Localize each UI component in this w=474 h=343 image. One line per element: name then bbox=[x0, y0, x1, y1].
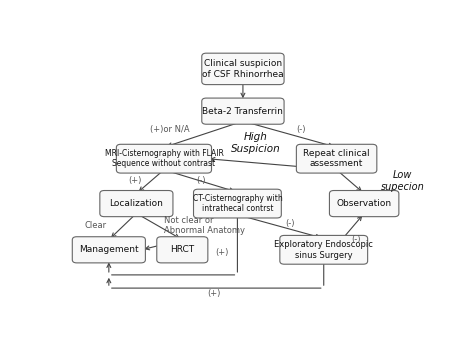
Text: HRCT: HRCT bbox=[170, 245, 194, 254]
Text: Not clear or
Abnormal Anatomy: Not clear or Abnormal Anatomy bbox=[164, 216, 245, 235]
FancyBboxPatch shape bbox=[193, 189, 281, 218]
Text: Beta-2 Transferrin: Beta-2 Transferrin bbox=[202, 107, 283, 116]
Text: Clinical suspicion
of CSF Rhinorrhea: Clinical suspicion of CSF Rhinorrhea bbox=[202, 59, 284, 79]
Text: Observation: Observation bbox=[337, 199, 392, 208]
FancyBboxPatch shape bbox=[100, 190, 173, 217]
FancyBboxPatch shape bbox=[202, 53, 284, 85]
Text: (-): (-) bbox=[296, 125, 306, 134]
Text: (+): (+) bbox=[215, 248, 228, 257]
FancyBboxPatch shape bbox=[296, 144, 377, 173]
FancyBboxPatch shape bbox=[157, 237, 208, 263]
Text: (+)or N/A: (+)or N/A bbox=[150, 125, 190, 134]
Text: Exploratory Endoscopic
sinus Surgery: Exploratory Endoscopic sinus Surgery bbox=[274, 240, 373, 260]
Text: (-): (-) bbox=[285, 219, 295, 228]
Text: MRI-Cisternography with FLAIR
Sequence without contrast: MRI-Cisternography with FLAIR Sequence w… bbox=[104, 149, 223, 168]
Text: Clear: Clear bbox=[85, 221, 107, 230]
FancyBboxPatch shape bbox=[202, 98, 284, 124]
FancyBboxPatch shape bbox=[73, 237, 146, 263]
Text: Low
supecion: Low supecion bbox=[381, 170, 425, 192]
Text: (+): (+) bbox=[207, 289, 220, 298]
FancyBboxPatch shape bbox=[329, 190, 399, 217]
Text: Repeat clinical
assessment: Repeat clinical assessment bbox=[303, 149, 370, 168]
Text: (+): (+) bbox=[128, 176, 142, 185]
Text: High
Suspicion: High Suspicion bbox=[231, 132, 281, 154]
Text: Localization: Localization bbox=[109, 199, 164, 208]
Text: (-): (-) bbox=[351, 235, 361, 244]
Text: CT-Cisternography with
intrathecal contrst: CT-Cisternography with intrathecal contr… bbox=[192, 194, 283, 213]
FancyBboxPatch shape bbox=[280, 235, 368, 264]
Text: (-): (-) bbox=[197, 176, 206, 185]
Text: Management: Management bbox=[79, 245, 139, 254]
FancyBboxPatch shape bbox=[117, 144, 211, 173]
